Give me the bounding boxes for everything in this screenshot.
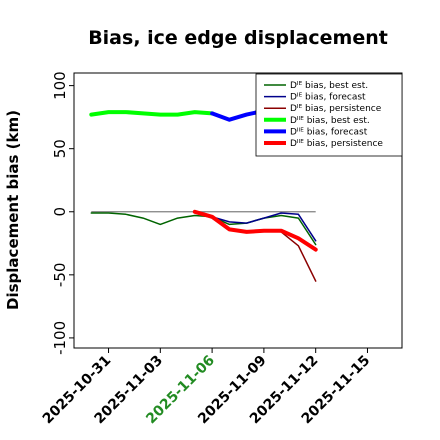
legend-label-3: Dᴵᴱ bias, persistence [290, 104, 382, 114]
x-axis: 2025-10-312025-11-032025-11-062025-11-09… [40, 348, 373, 427]
series-line-4 [89, 110, 215, 117]
series-line-6 [192, 209, 318, 252]
y-axis-label: Displacement bias (km) [4, 110, 22, 310]
chart-title: Bias, ice edge displacement [88, 27, 388, 49]
legend-label-1: Dᴵᴱ bias, best est. [290, 81, 368, 91]
series-line-2 [211, 212, 317, 242]
y-tick-label: -100 [51, 321, 69, 355]
legend-label-5: Dᴵᴵᴱ bias, forecast [290, 127, 368, 137]
legend: Dᴵᴱ bias, best est. Dᴵᴱ bias, forecastDᴵᴱ… [255, 73, 403, 157]
legend-label-6: Dᴵᴵᴱ bias, persistence [290, 139, 383, 149]
plot-frame [73, 72, 403, 349]
y-tick-label: 0 [51, 207, 69, 217]
legend-label-2: Dᴵᴱ bias, forecast [290, 93, 366, 103]
y-tick-label: -50 [51, 263, 69, 288]
y-tick-label: 100 [51, 71, 69, 100]
legend-label-4: Dᴵᴵᴱ bias, best est. [290, 116, 370, 126]
y-axis: -100 -50 0 50 100 [51, 71, 74, 355]
y-tick-label: 50 [51, 139, 69, 158]
